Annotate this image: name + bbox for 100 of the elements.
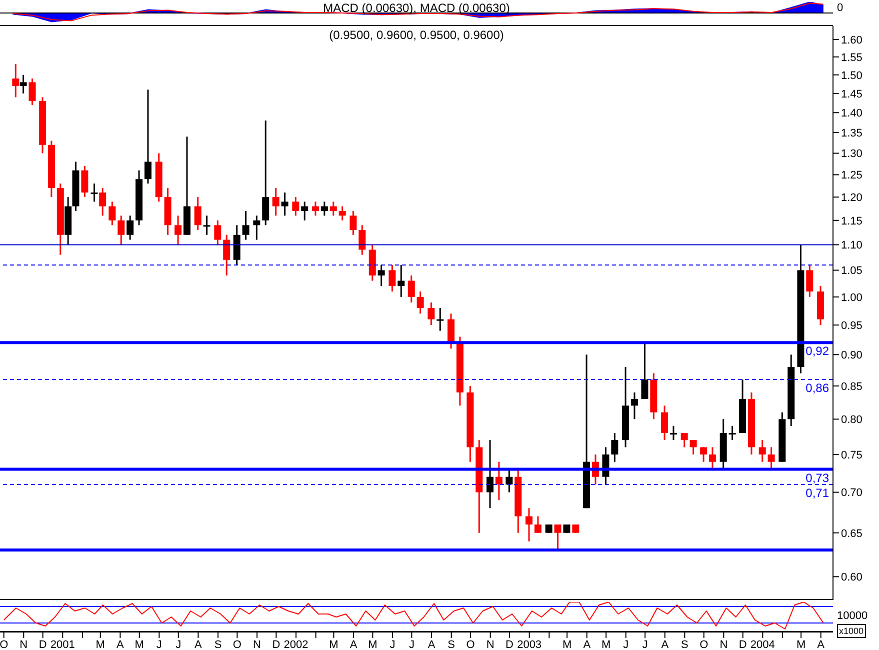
candlestick — [338, 206, 346, 222]
candlestick — [350, 210, 357, 236]
candlestick — [448, 312, 455, 350]
candlestick — [301, 200, 308, 222]
y-tick-label: 0.70 — [841, 487, 862, 500]
candlestick — [330, 200, 337, 216]
candlestick — [292, 196, 300, 216]
candlestick — [20, 74, 27, 94]
x-tick-label: D — [738, 638, 747, 650]
y-tick-label: 1.55 — [841, 52, 862, 64]
candlestick — [312, 200, 319, 216]
x-tick-label: M — [368, 638, 378, 650]
candlestick — [262, 120, 270, 226]
x-tick-label: S — [448, 638, 456, 650]
candlestick — [611, 432, 618, 463]
x-tick-label: M — [601, 638, 611, 650]
candlestick — [223, 234, 230, 276]
candlestick — [194, 196, 202, 231]
x-tick-label: N — [720, 638, 728, 650]
candlestick — [768, 446, 775, 470]
candlestick — [630, 392, 638, 420]
candlestick — [670, 425, 677, 441]
candlestick — [416, 290, 424, 314]
chart-title: MACD (0.00630), MACD (0.00630) — [322, 1, 511, 15]
candlestick — [641, 342, 648, 400]
x-tick-label: M — [796, 638, 806, 650]
y-tick-label: 1.50 — [841, 70, 862, 82]
ref-line-label: 0,73 — [806, 470, 830, 485]
candlestick — [378, 264, 385, 287]
candlestick — [126, 214, 134, 241]
x-tick-label: J — [623, 638, 629, 650]
candlestick — [708, 446, 716, 470]
candlestick — [281, 192, 288, 216]
y-tick-label: 0.60 — [841, 572, 862, 584]
y-tick-label: 1.15 — [841, 215, 862, 228]
candlestick — [12, 63, 20, 98]
y-tick-label: 1.25 — [841, 170, 862, 182]
x-tick-label: J — [390, 638, 396, 650]
candlestick — [28, 78, 36, 106]
text: 0 — [837, 2, 844, 14]
y-tick-label: 1.00 — [841, 292, 862, 304]
x-tick-label: N — [486, 638, 494, 650]
y-tick-label: 1.05 — [841, 265, 862, 278]
candlestick — [661, 404, 668, 441]
x-tick-label: 2001 — [50, 638, 75, 650]
candlestick — [320, 200, 328, 216]
candlestick — [272, 187, 280, 216]
candlestick — [242, 210, 250, 241]
y-tick-label: 1.40 — [841, 108, 862, 120]
x-tick-label: J — [156, 638, 162, 650]
y-tick-label: 1.35 — [841, 127, 862, 140]
y-tick-label: 0.85 — [841, 380, 862, 393]
y-tick-label: 0.95 — [841, 320, 862, 332]
x-tick-label: A — [817, 638, 826, 650]
candlestick — [358, 224, 366, 256]
candlestick — [118, 214, 125, 246]
y-tick-label: 0.65 — [841, 528, 862, 540]
x-tick-label: M — [329, 638, 338, 650]
x-tick-label: M — [134, 638, 144, 650]
x-tick-label: J — [408, 638, 414, 650]
x-tick-label: M — [562, 638, 572, 650]
text: x1000 — [837, 624, 866, 638]
candlestick — [398, 264, 405, 298]
x-tick-label: O — [0, 638, 9, 650]
x-tick-label: A — [583, 638, 592, 650]
x-tick-label: O — [232, 638, 242, 650]
candlestick — [700, 446, 708, 463]
candlestick — [758, 439, 766, 463]
candlestick — [408, 274, 415, 304]
y-tick-label: 0.80 — [841, 414, 862, 426]
x-tick-label: 2002 — [284, 638, 308, 650]
x-tick-label: M — [96, 638, 105, 650]
x-tick-label: 2004 — [750, 638, 775, 650]
x-tick-label: D — [272, 638, 280, 650]
x-tick-label: A — [350, 638, 358, 650]
y-tick-label: 1.45 — [841, 88, 862, 100]
ref-line-label: 0,92 — [806, 344, 830, 358]
candlestick — [680, 432, 688, 448]
candlestick — [253, 214, 260, 241]
y-tick-label: 1.60 — [841, 34, 862, 46]
candlestick — [174, 214, 182, 246]
y-tick-label: 1.10 — [841, 240, 862, 252]
x-tick-label: A — [428, 638, 436, 650]
candlestick — [203, 214, 210, 236]
x-tick-label: J — [642, 638, 648, 650]
text: 10000 — [837, 610, 868, 622]
candlestick — [526, 507, 532, 542]
ref-line-label: 0,71 — [806, 486, 830, 500]
x-tick-label: S — [214, 638, 222, 650]
candlestick — [728, 425, 736, 441]
candlestick — [81, 165, 88, 198]
ref-line-label: 0,86 — [806, 381, 830, 396]
x-tick-label: A — [194, 638, 203, 650]
x-tick-label: N — [20, 638, 28, 650]
y-tick-label: 1.30 — [841, 148, 862, 160]
x-tick-label: N — [253, 638, 262, 650]
candlestick — [436, 307, 444, 332]
x-tick-label: O — [700, 638, 709, 650]
candlestick — [534, 516, 542, 534]
y-tick-label: 1.20 — [841, 192, 862, 204]
